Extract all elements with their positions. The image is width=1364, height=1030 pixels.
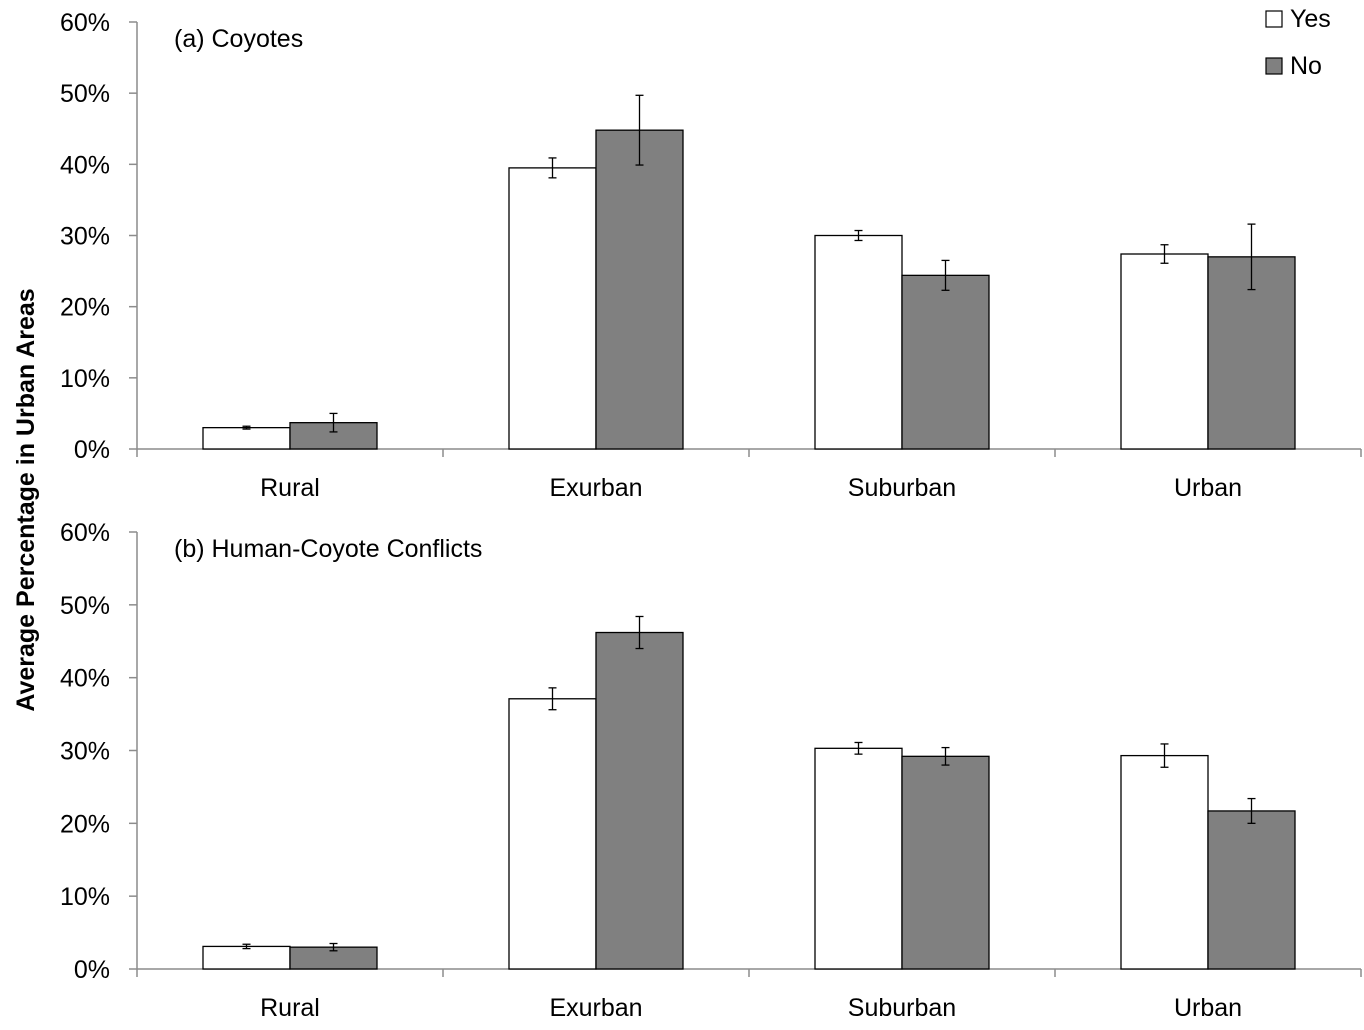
error-bar	[1247, 797, 1256, 824]
y-tick-label: 0%	[74, 436, 110, 464]
y-tick-label: 0%	[74, 956, 110, 984]
y-tick-label: 60%	[60, 9, 110, 37]
x-tick-label: Suburban	[848, 474, 956, 502]
error-bar	[635, 615, 644, 650]
y-tick-label: 50%	[60, 80, 110, 108]
x-tick-label: Rural	[260, 474, 320, 502]
legend-label: No	[1290, 52, 1322, 80]
bar-no-suburban	[901, 755, 990, 970]
error-bar	[1247, 223, 1256, 291]
error-bar	[941, 746, 950, 766]
y-tick-label: 20%	[60, 810, 110, 838]
error-bar	[1160, 244, 1169, 264]
bar-yes-exurban	[508, 698, 597, 970]
legend-item-no: No	[1265, 52, 1322, 80]
error-bar	[329, 412, 338, 433]
bar-yes-suburban	[814, 234, 903, 450]
y-tick-label: 10%	[60, 883, 110, 911]
y-tick-label: 30%	[60, 738, 110, 766]
bar-no-suburban	[901, 274, 990, 450]
y-tick-label: 40%	[60, 151, 110, 179]
error-bar	[548, 687, 557, 711]
error-bar	[329, 942, 338, 952]
y-tick-label: 50%	[60, 592, 110, 620]
error-bar	[854, 229, 863, 242]
legend-label: Yes	[1290, 5, 1331, 33]
panel-title: (a) Coyotes	[174, 25, 303, 53]
bar-no-exurban	[595, 631, 684, 970]
bar-no-urban	[1207, 810, 1296, 970]
error-bar	[854, 741, 863, 755]
panel-a: 0% 10% 20% 30% 40% 50% 60% Rural Exurban Suburban…	[60, 9, 1362, 502]
legend-swatch	[1265, 10, 1283, 28]
bar-yes-exurban	[508, 167, 597, 450]
x-tick-label: Exurban	[549, 994, 642, 1022]
legend: Yes No	[1265, 5, 1331, 80]
x-tick-label: Urban	[1174, 994, 1242, 1022]
y-axis-label: Average Percentage in Urban Areas	[12, 288, 40, 711]
bar-yes-rural	[202, 945, 291, 970]
error-bar	[941, 259, 950, 291]
bar-yes-suburban	[814, 747, 903, 970]
panel-b: 0% 10% 20% 30% 40% 50% 60% Rural Exurban Suburban…	[60, 519, 1362, 1022]
bar-yes-urban	[1120, 754, 1209, 970]
bar-yes-urban	[1120, 253, 1209, 450]
bar-yes-rural	[202, 426, 291, 450]
bar-no-exurban	[595, 129, 684, 450]
error-bar	[242, 425, 251, 430]
error-bar	[1160, 743, 1169, 768]
y-tick-label: 40%	[60, 665, 110, 693]
legend-item-yes: Yes	[1265, 5, 1331, 33]
x-tick-label: Rural	[260, 994, 320, 1022]
x-tick-label: Urban	[1174, 474, 1242, 502]
error-bar	[242, 943, 251, 950]
y-tick-label: 60%	[60, 519, 110, 547]
error-bar	[635, 94, 644, 166]
y-tick-label: 10%	[60, 365, 110, 393]
x-tick-label: Exurban	[549, 474, 642, 502]
legend-swatch	[1265, 57, 1283, 75]
panel-title: (b) Human-Coyote Conflicts	[174, 535, 482, 563]
x-tick-label: Suburban	[848, 994, 956, 1022]
y-tick-label: 30%	[60, 223, 110, 251]
error-bar	[548, 157, 557, 179]
y-tick-label: 20%	[60, 294, 110, 322]
